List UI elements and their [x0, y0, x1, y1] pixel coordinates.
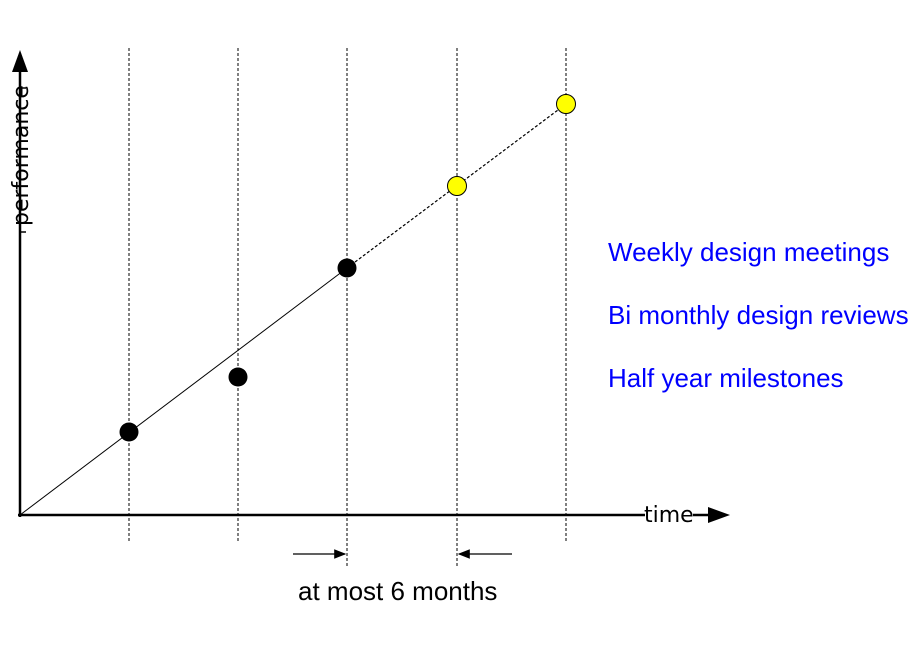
- milestone-marker-planned-1: [447, 176, 467, 196]
- milestone-marker-reached-3: [337, 258, 357, 278]
- milestone-marker-reached-2: [228, 367, 248, 387]
- milestone-marker-reached-1: [119, 422, 139, 442]
- trend-line-actual: [19, 267, 348, 516]
- x-axis-label: time: [644, 503, 694, 528]
- interval-label: at most 6 months: [298, 576, 498, 606]
- y-axis-label: performance: [9, 85, 34, 226]
- note-bimonthly-reviews: Bi monthly design reviews: [608, 300, 909, 330]
- note-half-year-milestones: Half year milestones: [608, 363, 844, 393]
- y-axis-arrow: [12, 50, 28, 72]
- milestone-lines: [128, 48, 567, 568]
- meeting-notes: Weekly design meetings Bi monthly design…: [608, 232, 909, 421]
- note-weekly-meetings: Weekly design meetings: [608, 237, 890, 267]
- milestone-marker-planned-2: [556, 94, 576, 114]
- x-axis-arrow: [708, 507, 730, 523]
